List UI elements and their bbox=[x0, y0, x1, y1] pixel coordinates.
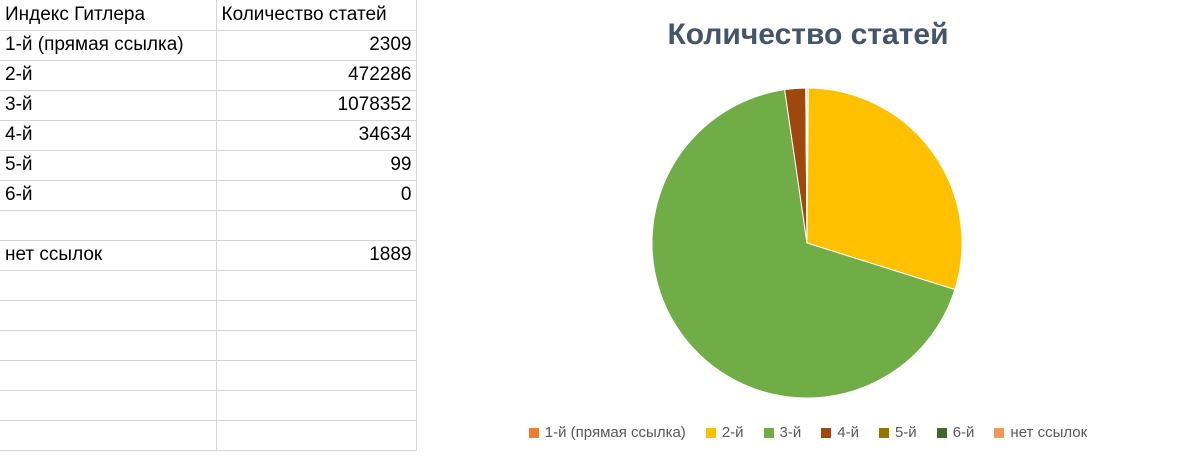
table-row: нет ссылок 1889 bbox=[0, 240, 417, 271]
category-cell[interactable]: 4-й bbox=[0, 120, 217, 151]
category-cell[interactable] bbox=[0, 330, 217, 361]
category-cell[interactable]: 1-й (прямая ссылка) bbox=[0, 30, 217, 61]
legend-swatch bbox=[528, 427, 539, 438]
category-cell[interactable]: 2-й bbox=[0, 60, 217, 91]
pie-slice[interactable] bbox=[806, 87, 963, 291]
table-row bbox=[0, 300, 417, 331]
category-cell[interactable]: 6-й bbox=[0, 180, 217, 211]
legend-item[interactable]: 4-й bbox=[821, 424, 859, 441]
table-row bbox=[0, 420, 417, 451]
table-row bbox=[0, 360, 417, 391]
legend-item[interactable]: 1-й (прямая ссылка) bbox=[528, 424, 686, 441]
pie-chart bbox=[651, 87, 963, 399]
category-cell[interactable] bbox=[0, 360, 217, 391]
value-cell[interactable] bbox=[216, 210, 417, 241]
chart-legend: 1-й (прямая ссылка) 2-й 3-й 4-й 5-й 6-й нет сс… bbox=[420, 424, 1196, 441]
category-cell[interactable] bbox=[0, 210, 217, 241]
category-cell[interactable] bbox=[0, 270, 217, 301]
legend-item[interactable]: нет ссылок bbox=[994, 424, 1087, 441]
category-cell[interactable]: 3-й bbox=[0, 90, 217, 121]
legend-label: нет ссылок bbox=[1010, 424, 1088, 441]
table-row bbox=[0, 390, 417, 421]
value-cell[interactable] bbox=[216, 360, 417, 391]
table-row: 1-й (прямая ссылка) 2309 bbox=[0, 30, 417, 61]
legend-swatch bbox=[936, 427, 947, 438]
pie-slice[interactable] bbox=[805, 87, 808, 244]
legend-label: 6-й bbox=[952, 424, 975, 441]
legend-swatch bbox=[763, 427, 774, 438]
value-cell[interactable]: 472286 bbox=[216, 60, 417, 91]
value-cell[interactable]: 2309 bbox=[216, 30, 417, 61]
table-row bbox=[0, 330, 417, 361]
legend-item[interactable]: 5-й bbox=[878, 424, 917, 441]
category-cell[interactable]: 5-й bbox=[0, 150, 217, 181]
value-cell[interactable] bbox=[216, 390, 417, 421]
value-cell[interactable]: 34634 bbox=[216, 120, 417, 151]
header-row: Индекс Гитлера Количество статей bbox=[0, 0, 417, 31]
category-cell[interactable] bbox=[0, 420, 217, 451]
value-cell[interactable] bbox=[216, 330, 417, 361]
chart-title: Количество статей bbox=[667, 18, 949, 51]
legend-swatch bbox=[994, 427, 1005, 438]
category-cell[interactable] bbox=[0, 300, 217, 331]
value-cell[interactable]: 1889 bbox=[216, 240, 417, 271]
value-cell[interactable] bbox=[216, 420, 417, 451]
legend-item[interactable]: 2-й bbox=[705, 424, 744, 441]
pie-slice[interactable] bbox=[651, 89, 956, 399]
legend-item[interactable]: 3-й bbox=[763, 424, 802, 441]
value-cell[interactable] bbox=[216, 300, 417, 331]
legend-label: 1-й (прямая ссылка) bbox=[544, 424, 686, 441]
header-cell-index[interactable]: Индекс Гитлера bbox=[0, 0, 217, 31]
table-row: 3-й 1078352 bbox=[0, 90, 417, 121]
header-cell-count[interactable]: Количество статей bbox=[216, 0, 417, 31]
legend-label: 3-й bbox=[779, 424, 802, 441]
category-cell[interactable]: нет ссылок bbox=[0, 240, 217, 271]
value-cell[interactable]: 0 bbox=[216, 180, 417, 211]
legend-swatch bbox=[878, 427, 889, 438]
legend-label: 4-й bbox=[837, 424, 859, 441]
value-cell[interactable] bbox=[216, 270, 417, 301]
value-cell[interactable]: 1078352 bbox=[216, 90, 417, 121]
table-row bbox=[0, 210, 417, 241]
value-cell[interactable]: 99 bbox=[216, 150, 417, 181]
legend-swatch bbox=[705, 427, 716, 438]
table-row: 4-й 34634 bbox=[0, 120, 417, 151]
table-row bbox=[0, 270, 417, 301]
category-cell[interactable] bbox=[0, 390, 217, 421]
legend-swatch bbox=[821, 427, 832, 438]
table-row: 5-й 99 bbox=[0, 150, 417, 181]
legend-item[interactable]: 6-й bbox=[936, 424, 975, 441]
spreadsheet: Индекс Гитлера Количество статей 1-й (пр… bbox=[0, 0, 417, 451]
legend-label: 2-й bbox=[721, 424, 744, 441]
legend-label: 5-й bbox=[894, 424, 917, 441]
table-row: 2-й 472286 bbox=[0, 60, 417, 91]
table-row: 6-й 0 bbox=[0, 180, 417, 211]
